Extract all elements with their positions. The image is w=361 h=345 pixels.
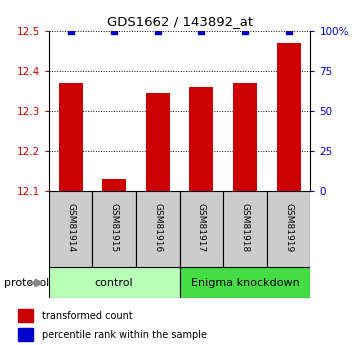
Text: GSM81915: GSM81915 [110, 203, 119, 253]
Bar [49, 191, 92, 267]
Title: GDS1662 / 143892_at: GDS1662 / 143892_at [106, 16, 253, 29]
Bar [267, 191, 310, 267]
Text: control: control [95, 278, 134, 288]
Text: GSM81917: GSM81917 [197, 203, 206, 253]
Bar [233, 83, 257, 191]
Text: transformed count: transformed count [42, 310, 132, 321]
Bar [92, 191, 136, 267]
Bar [223, 191, 267, 267]
Text: Enigma knockdown: Enigma knockdown [191, 278, 299, 288]
Bar [179, 267, 310, 298]
Bar [136, 191, 179, 267]
Text: GSM81918: GSM81918 [240, 203, 249, 253]
Text: GSM81914: GSM81914 [66, 203, 75, 253]
Bar [58, 83, 83, 191]
Bar [179, 191, 223, 267]
Bar [102, 179, 126, 191]
Bar [49, 267, 179, 298]
Text: GSM81916: GSM81916 [153, 203, 162, 253]
Text: protocol: protocol [4, 278, 49, 288]
Text: percentile rank within the sample: percentile rank within the sample [42, 330, 207, 340]
Bar [190, 87, 213, 191]
Bar [18, 309, 33, 322]
Text: GSM81919: GSM81919 [284, 203, 293, 253]
Bar [277, 43, 301, 191]
Bar [146, 93, 170, 191]
Bar [18, 328, 33, 341]
